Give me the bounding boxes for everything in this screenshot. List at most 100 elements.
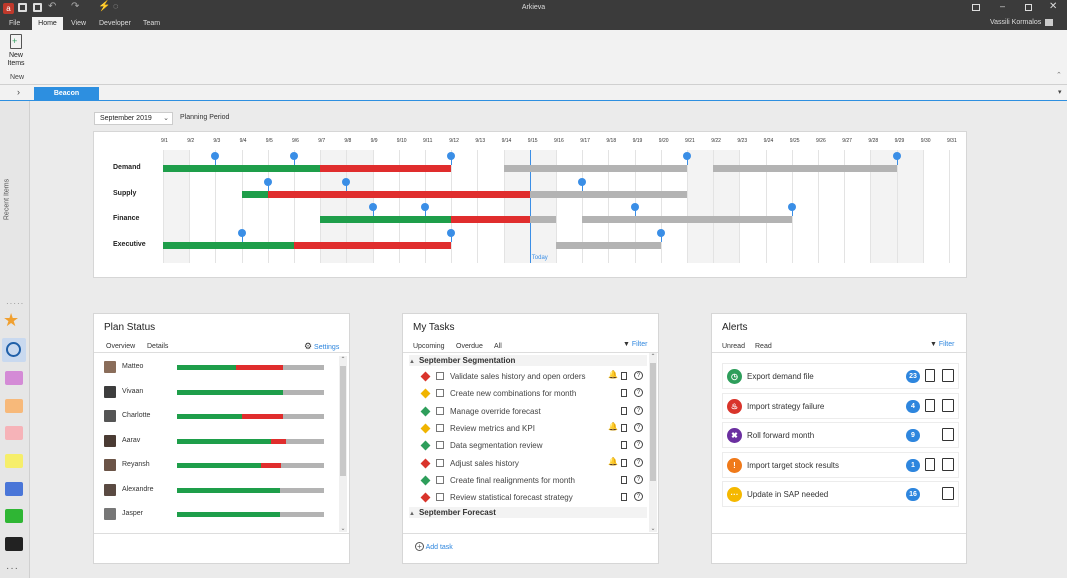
help-icon[interactable]: ? (634, 474, 643, 484)
scroll-down-icon[interactable]: ⌄ (340, 526, 346, 532)
milestone-pin[interactable] (892, 152, 901, 160)
folder-black-icon[interactable] (5, 537, 23, 551)
milestone-pin[interactable] (421, 203, 429, 211)
milestone-pin[interactable] (290, 152, 298, 160)
task-item[interactable]: Create new combinations for month? (413, 386, 653, 403)
task-checkbox[interactable] (436, 475, 444, 484)
save-icon[interactable] (18, 3, 27, 12)
milestone-pin[interactable] (578, 178, 587, 186)
close-button[interactable]: ✕ (1049, 1, 1058, 12)
timeline-bar-green[interactable] (163, 165, 321, 172)
help-icon[interactable]: ? (634, 371, 643, 380)
alert-item[interactable]: ♨ Import strategy failure 4 (722, 392, 959, 419)
mark-read-icon[interactable] (942, 369, 954, 382)
alert-item[interactable]: ··· Update in SAP needed 16 (722, 481, 959, 507)
history-clock-icon[interactable] (2, 338, 26, 362)
milestone-pin[interactable] (211, 152, 220, 160)
timeline-bar-gray[interactable] (529, 191, 687, 198)
task-checkbox[interactable] (436, 406, 444, 415)
help-icon[interactable]: ? (634, 422, 643, 432)
alert-item[interactable]: ✖ Roll forward month 9 (722, 422, 959, 448)
milestone-pin[interactable] (787, 203, 796, 211)
milestone-pin[interactable] (237, 229, 246, 237)
task-item[interactable]: Manage override forecast? (413, 404, 653, 421)
task-group-header[interactable]: ▲ September Segmentation (409, 355, 647, 366)
period-select[interactable]: September 2019 ⌄ (94, 112, 173, 125)
document-icon[interactable] (621, 458, 627, 467)
tab-unread[interactable]: Unread (722, 343, 745, 350)
expand-sidebar-icon[interactable]: › (17, 87, 20, 97)
timeline-bar-gray[interactable] (713, 165, 897, 172)
tab-dropdown-icon[interactable]: ▾ (1058, 89, 1062, 96)
menu-developer[interactable]: Developer (99, 20, 131, 27)
timeline-bar-gray[interactable] (556, 242, 661, 249)
folder-pink-icon[interactable] (5, 426, 23, 440)
help-icon[interactable]: ? (634, 457, 643, 467)
collapse-ribbon-icon[interactable]: ⌃ (1056, 72, 1062, 79)
task-checkbox[interactable] (436, 389, 444, 398)
mark-read-icon[interactable] (942, 457, 954, 471)
milestone-pin[interactable] (630, 203, 639, 211)
help-icon[interactable]: ? (634, 388, 643, 398)
flag-icon[interactable] (1045, 19, 1053, 26)
menu-team[interactable]: Team (143, 20, 161, 27)
alert-item[interactable]: ! Import target stock results 1 (722, 451, 959, 478)
tasks-filter-button[interactable]: ▼ Filter (623, 341, 647, 348)
tab-overdue[interactable]: Overdue (456, 343, 483, 350)
help-icon[interactable]: ? (634, 405, 643, 415)
task-item[interactable]: Data segmentation review? (413, 438, 653, 455)
timeline-bar-gray[interactable] (529, 216, 556, 223)
task-checkbox[interactable] (436, 423, 444, 432)
scroll-up-icon[interactable]: ⌃ (340, 357, 346, 363)
document-icon[interactable] (621, 406, 627, 415)
edit-document-icon[interactable] (925, 369, 935, 382)
document-icon[interactable] (621, 493, 627, 502)
scroll-thumb[interactable] (650, 363, 656, 481)
document-icon[interactable] (621, 423, 627, 432)
scroll-down-icon[interactable]: ⌄ (650, 526, 656, 532)
bell-icon[interactable]: 🔔 (608, 456, 618, 466)
plan-status-scrollbar[interactable]: ⌃ ⌄ (339, 356, 347, 532)
timeline-bar-gray[interactable] (582, 216, 792, 223)
mark-read-icon[interactable] (942, 398, 954, 412)
task-item[interactable]: Review statistical forecast strategy? (413, 490, 653, 507)
redo-icon[interactable]: ↷ (71, 1, 80, 12)
minimize-button[interactable]: – (1000, 1, 1006, 11)
timeline-bar-green[interactable] (241, 191, 268, 198)
milestone-pin[interactable] (683, 152, 691, 160)
timeline-bar-green[interactable] (163, 242, 294, 249)
edit-document-icon[interactable] (925, 398, 935, 412)
help-icon[interactable]: ? (634, 440, 643, 450)
tasks-scrollbar[interactable]: ⌃ ⌄ (649, 353, 657, 532)
timeline-bar-red[interactable] (294, 242, 452, 249)
task-checkbox[interactable] (436, 493, 444, 502)
tab-details[interactable]: Details (147, 343, 169, 350)
settings-button[interactable]: ⚙ Settings (304, 341, 339, 352)
tab-upcoming[interactable]: Upcoming (413, 343, 445, 350)
document-icon[interactable] (621, 389, 627, 398)
favorites-star-icon[interactable]: ★ (3, 310, 20, 330)
mark-read-icon[interactable] (942, 487, 954, 500)
folder-orange-icon[interactable] (5, 399, 23, 413)
plan-status-row[interactable]: Matteo (94, 359, 339, 376)
task-item[interactable]: Adjust sales history 🔔? (413, 456, 653, 473)
document-icon[interactable] (621, 441, 627, 450)
new-items-button[interactable]: + New Items (3, 32, 29, 72)
folder-green-icon[interactable] (5, 509, 23, 523)
plan-status-row[interactable]: Reyansh (94, 457, 339, 474)
timeline-bar-gray[interactable] (503, 165, 687, 172)
task-item[interactable]: Review metrics and KPI 🔔? (413, 421, 653, 438)
task-item[interactable]: Create final realignments for month? (413, 473, 653, 490)
plan-status-row[interactable]: Aarav (94, 433, 339, 450)
menu-file[interactable]: File (9, 20, 21, 27)
milestone-pin[interactable] (447, 229, 456, 237)
tab-all[interactable]: All (494, 343, 502, 350)
milestone-pin[interactable] (342, 178, 351, 186)
folder-purple-icon[interactable] (5, 371, 23, 385)
task-group-header[interactable]: ▲ September Forecast (409, 507, 647, 519)
milestone-pin[interactable] (368, 203, 377, 211)
mark-read-icon[interactable] (942, 428, 954, 441)
task-checkbox[interactable] (436, 458, 444, 467)
add-task-button[interactable]: + Add task (415, 542, 453, 551)
document-icon[interactable] (621, 372, 627, 380)
